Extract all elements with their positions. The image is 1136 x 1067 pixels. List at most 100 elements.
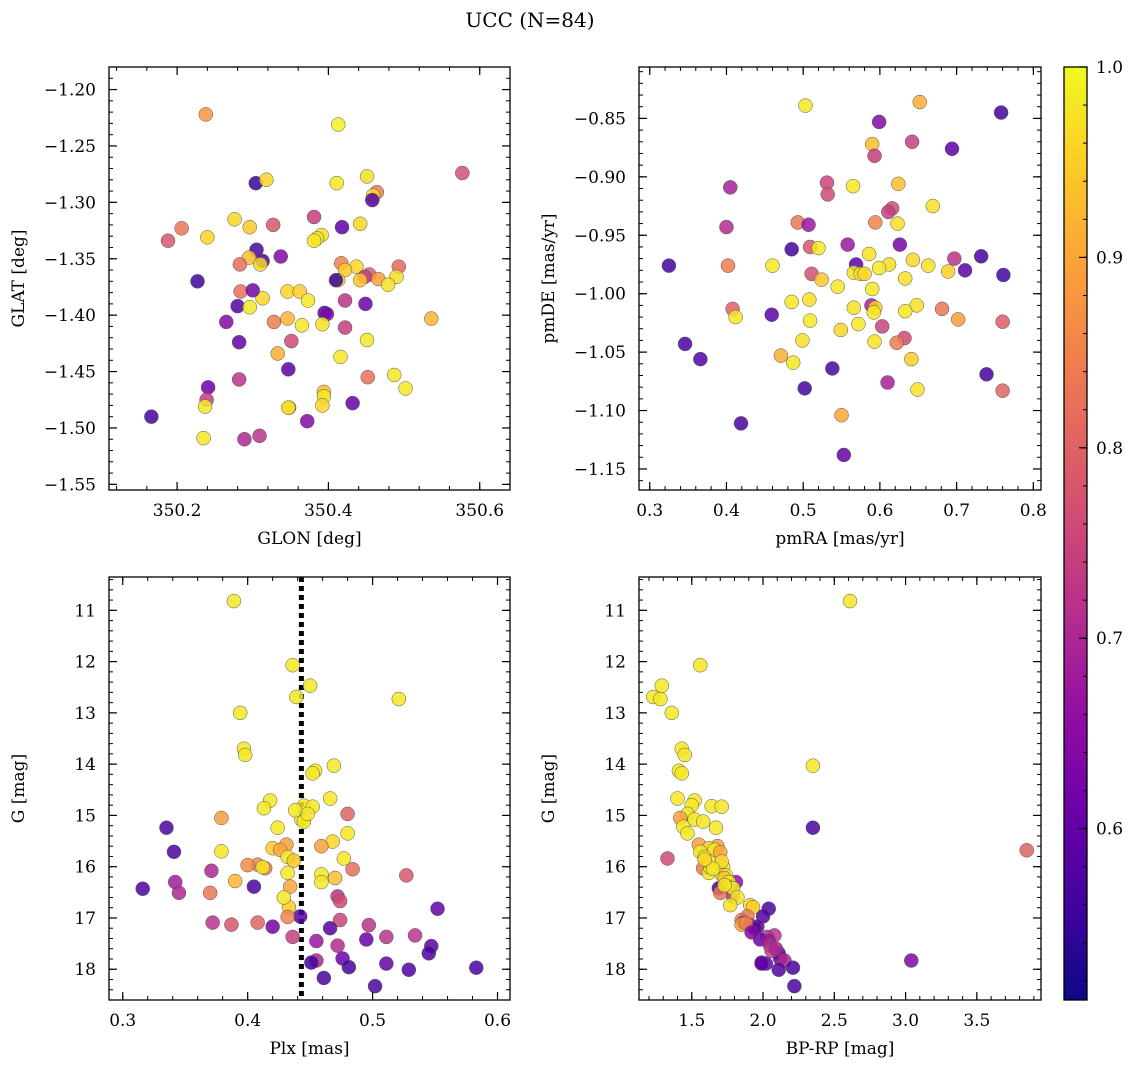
- scatter-point: [345, 862, 360, 877]
- y-tick-label: −1.25: [44, 137, 96, 157]
- scatter-point: [337, 262, 353, 278]
- scatter-point: [287, 803, 303, 818]
- scatter-point: [905, 252, 921, 268]
- scatter-point: [190, 274, 205, 289]
- scatter-point: [171, 885, 187, 901]
- scatter-point: [330, 938, 345, 953]
- x-tick-label: 0.4: [713, 501, 740, 521]
- scatter-point: [868, 215, 883, 230]
- x-tick-label: 0.8: [1020, 501, 1047, 521]
- scatter-point: [857, 266, 872, 282]
- scatter-point: [399, 868, 414, 883]
- scatter-point: [833, 322, 849, 338]
- scatter-point: [224, 917, 239, 932]
- scatter-point: [993, 105, 1009, 120]
- scatter-point: [273, 249, 288, 264]
- y-tick-label: 17: [604, 909, 626, 929]
- x-tick-label: 3.5: [963, 1011, 990, 1031]
- scatter-point: [670, 791, 685, 806]
- scatter-point: [904, 953, 919, 968]
- scatter-point: [421, 946, 437, 961]
- scatter-points: [135, 593, 484, 994]
- scatter-point: [359, 169, 375, 184]
- scatter-point: [300, 806, 315, 822]
- scatter-point: [359, 932, 374, 947]
- scatter-point: [230, 298, 245, 314]
- scatter-point: [771, 962, 786, 977]
- panel-2: 0.3 0.4 0.5 0.6 0.7 0.8 −0.85 −0.90 −0.95 −1.00 −1…: [539, 66, 1047, 549]
- x-tick-label: 2.5: [821, 1011, 848, 1031]
- scatter-point: [880, 375, 895, 390]
- scatter-point: [316, 970, 332, 986]
- y-tick-label: −1.35: [44, 250, 96, 270]
- scatter-point: [246, 879, 262, 894]
- scatter-point: [871, 260, 887, 276]
- scatter-point: [299, 413, 315, 429]
- scatter-point: [332, 912, 348, 928]
- scatter-point: [871, 114, 887, 130]
- scatter-point: [940, 264, 956, 279]
- scatter-point: [995, 383, 1010, 398]
- x-axis-label: BP-RP [mag]: [786, 1039, 895, 1059]
- scatter-point: [950, 312, 966, 327]
- scatter-point: [811, 240, 826, 256]
- scatter-point: [245, 283, 261, 298]
- scatter-point: [329, 175, 344, 191]
- scatter-point: [904, 134, 920, 150]
- scatter-point: [340, 806, 355, 822]
- scatter-point: [332, 893, 348, 909]
- y-tick-label: 11: [604, 601, 626, 621]
- scatter-point: [331, 117, 346, 132]
- scatter-point: [820, 187, 835, 202]
- y-tick-label: 17: [74, 909, 96, 929]
- x-axis-label: GLON [deg]: [257, 529, 361, 549]
- scatter-point: [386, 367, 402, 383]
- scatter-point: [289, 689, 304, 705]
- scatter-point: [256, 800, 272, 816]
- scatter-point: [920, 258, 936, 273]
- scatter-point: [661, 258, 677, 273]
- colorbar-tick-label: 0.9: [1096, 248, 1123, 268]
- axes-frame: [108, 66, 511, 491]
- scatter-point: [250, 915, 265, 930]
- x-tick-label: 0.6: [866, 501, 893, 521]
- scatter-point: [867, 334, 882, 349]
- scatter-point: [314, 874, 329, 890]
- colorbar-tick-label: 0.8: [1096, 439, 1123, 459]
- scatter-point: [680, 826, 695, 841]
- scatter-point: [719, 219, 734, 235]
- scatter-point: [654, 678, 670, 693]
- scatter-point: [784, 242, 799, 257]
- x-tick-label: 1.5: [678, 1011, 705, 1031]
- scatter-point: [866, 305, 882, 320]
- colorbar-gradient: [1063, 66, 1088, 1001]
- scatter-point: [284, 333, 299, 349]
- scatter-point: [281, 400, 296, 415]
- scatter-point: [1019, 843, 1034, 858]
- scatter-point: [805, 820, 821, 835]
- scatter-point: [226, 593, 242, 609]
- x-axis-label: pmRA [mas/yr]: [775, 529, 904, 549]
- x-axis-label: Plx [mas]: [269, 1039, 349, 1059]
- scatter-points: [144, 107, 470, 447]
- scatter-point: [231, 372, 247, 387]
- scatter-point: [904, 351, 919, 367]
- scatter-point: [337, 293, 353, 308]
- y-tick-label: −1.40: [44, 306, 96, 326]
- y-tick-label: −1.55: [44, 475, 96, 495]
- scatter-point: [281, 362, 296, 377]
- scatter-point: [973, 249, 989, 264]
- scatter-point: [768, 941, 784, 956]
- scatter-point: [890, 216, 905, 231]
- scatter-point: [391, 691, 407, 707]
- y-tick-label: 11: [74, 601, 96, 621]
- scatter-point: [159, 820, 174, 835]
- scatter-point: [242, 219, 257, 235]
- scatter-point: [237, 431, 252, 447]
- y-tick-label: −1.05: [574, 343, 626, 363]
- scatter-point: [787, 978, 802, 994]
- scatter-point: [334, 219, 350, 235]
- scatter-point: [205, 915, 220, 930]
- scatter-point: [836, 447, 852, 463]
